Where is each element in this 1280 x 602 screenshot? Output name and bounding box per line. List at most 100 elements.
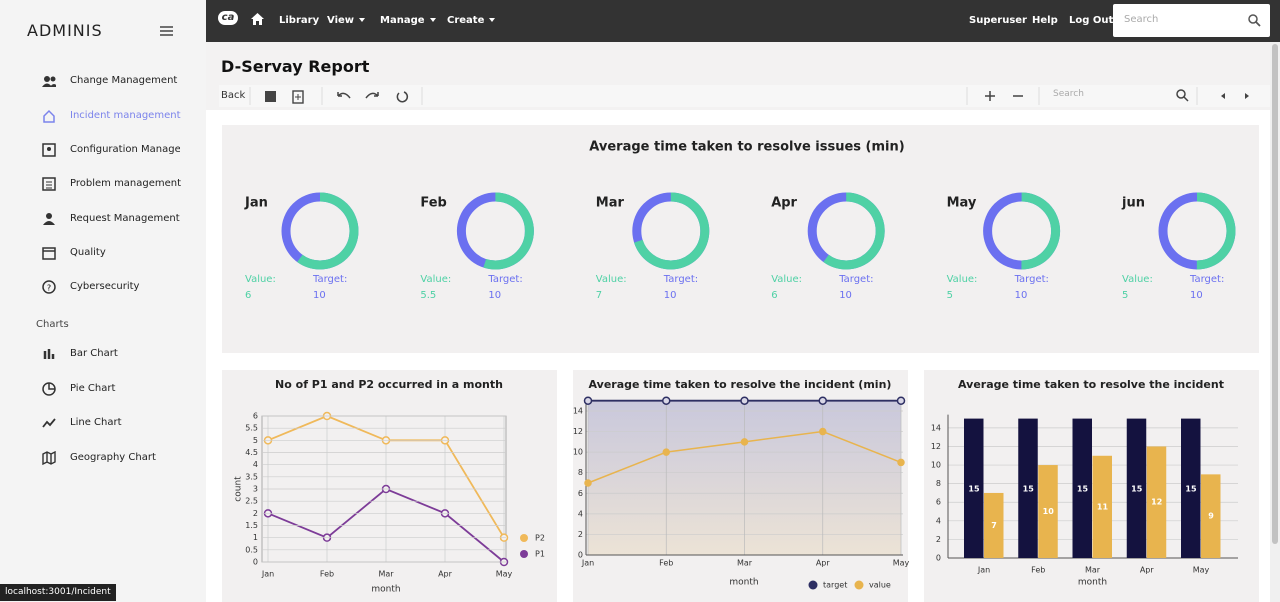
donut-value xyxy=(1158,192,1236,270)
point xyxy=(662,448,670,456)
legend-marker xyxy=(808,580,818,590)
y-tick-label: 14 xyxy=(573,406,583,415)
chart-title: Average time taken to resolve the incide… xyxy=(958,378,1224,391)
toolbar-search[interactable]: Search xyxy=(1053,89,1084,99)
x-tick-label: Mar xyxy=(737,559,753,568)
x-tick-label: Mar xyxy=(378,570,394,579)
menu-item[interactable]: View xyxy=(327,14,365,28)
y-tick-label: 12 xyxy=(931,442,941,451)
target-name: Target: xyxy=(1189,274,1224,285)
value-label: 5 xyxy=(1122,290,1128,301)
icon xyxy=(43,109,55,123)
nav-item[interactable]: Quality xyxy=(70,247,106,258)
month-label: Apr xyxy=(771,196,797,211)
bar-value-label: 15 xyxy=(968,485,980,494)
x-tick-label: Feb xyxy=(659,559,673,568)
nav-item[interactable]: Line Chart xyxy=(70,417,122,428)
icon xyxy=(42,451,56,465)
y-tick-label: 1.5 xyxy=(245,521,258,530)
bar xyxy=(1072,418,1092,558)
target-label: 10 xyxy=(313,290,326,301)
nav-item[interactable]: Problem management xyxy=(70,178,182,189)
y-tick-label: 5.5 xyxy=(245,424,258,433)
month-label: May xyxy=(947,196,977,211)
point xyxy=(818,396,827,405)
logout-link[interactable]: Log Out xyxy=(1069,15,1114,26)
x-axis-label: month xyxy=(1078,578,1107,588)
y-tick-label: 8 xyxy=(578,468,583,477)
logo[interactable]: ca xyxy=(218,11,238,25)
bar-value-label: 15 xyxy=(1077,485,1089,494)
scrollbar-thumb[interactable] xyxy=(1272,44,1278,544)
icon xyxy=(42,143,56,157)
nav-item[interactable]: Request Management xyxy=(70,213,180,224)
nav-item[interactable]: Pie Chart xyxy=(70,383,116,394)
point xyxy=(740,438,749,446)
status-bar: localhost:3001/Incident xyxy=(0,584,116,601)
x-tick-label: May xyxy=(496,570,513,579)
nav-item[interactable]: Geography Chart xyxy=(70,452,156,463)
bar xyxy=(964,418,984,558)
toolbar-icons xyxy=(249,87,1249,105)
legend-marker xyxy=(854,580,864,590)
legend-label: value xyxy=(869,581,891,590)
menu-toggle[interactable] xyxy=(160,26,173,36)
y-tick-label: 0 xyxy=(253,558,258,567)
bar xyxy=(1126,418,1147,558)
point xyxy=(583,396,593,405)
y-tick-label: 3 xyxy=(253,485,258,494)
point xyxy=(897,458,905,467)
point xyxy=(584,479,592,487)
help-link[interactable]: Help xyxy=(1032,15,1058,26)
nav-item[interactable]: Bar Chart xyxy=(70,348,118,359)
month-label: Feb xyxy=(420,196,446,211)
x-tick-label: Feb xyxy=(320,570,334,579)
y-tick-label: 10 xyxy=(931,461,941,470)
user-link[interactable]: Superuser xyxy=(969,15,1027,26)
menu-item[interactable]: Manage xyxy=(380,14,436,28)
bar-value-label: 7 xyxy=(991,521,997,530)
menu-item[interactable]: Library xyxy=(279,15,320,26)
x-tick-label: May xyxy=(893,559,910,568)
month-label: Jan xyxy=(244,196,268,211)
nav-item[interactable]: Configuration Manageme xyxy=(70,144,180,155)
nav-item-active[interactable]: Incident management xyxy=(70,110,181,121)
target-name: Target: xyxy=(1014,274,1049,285)
back-button[interactable]: Back xyxy=(221,90,246,101)
icon xyxy=(42,76,56,87)
menu-item[interactable]: Create xyxy=(447,14,495,28)
nav-item[interactable]: Change Management xyxy=(70,75,178,86)
target-label: 10 xyxy=(1015,290,1028,301)
y-tick-label: 5 xyxy=(253,436,258,445)
y-tick-label: 14 xyxy=(931,423,941,432)
y-tick-label: 6 xyxy=(578,489,583,498)
target-name: Target: xyxy=(663,274,698,285)
target-label: 10 xyxy=(839,290,852,301)
y-tick-label: 6 xyxy=(936,498,941,507)
topbar: ca Library View Manage Create Superuser … xyxy=(206,0,1280,42)
value-name: Value: xyxy=(947,274,978,285)
x-tick-label: Apr xyxy=(816,559,831,568)
x-tick-label: Jan xyxy=(581,559,594,568)
y-tick-label: 4 xyxy=(253,460,258,469)
x-tick-label: May xyxy=(1193,566,1210,575)
legend-marker xyxy=(520,550,528,558)
bar-value-label: 15 xyxy=(1185,485,1197,494)
donut-value xyxy=(807,192,885,270)
month-label: Mar xyxy=(596,196,625,211)
y-tick-label: 2.5 xyxy=(245,497,258,506)
icon xyxy=(43,349,55,359)
bar-value-label: 12 xyxy=(1151,498,1162,507)
bar xyxy=(1018,418,1038,558)
x-tick-label: Jan xyxy=(977,566,990,575)
home-icon[interactable] xyxy=(251,13,264,25)
target-label: 10 xyxy=(664,290,677,301)
bar-value-label: 15 xyxy=(1131,485,1143,494)
donut-value xyxy=(632,192,710,270)
search-box[interactable]: Search xyxy=(1113,4,1270,37)
nav-item[interactable]: Cybersecurity xyxy=(70,281,140,292)
y-tick-label: 0 xyxy=(578,551,583,560)
bar-value-label: 9 xyxy=(1208,512,1214,521)
